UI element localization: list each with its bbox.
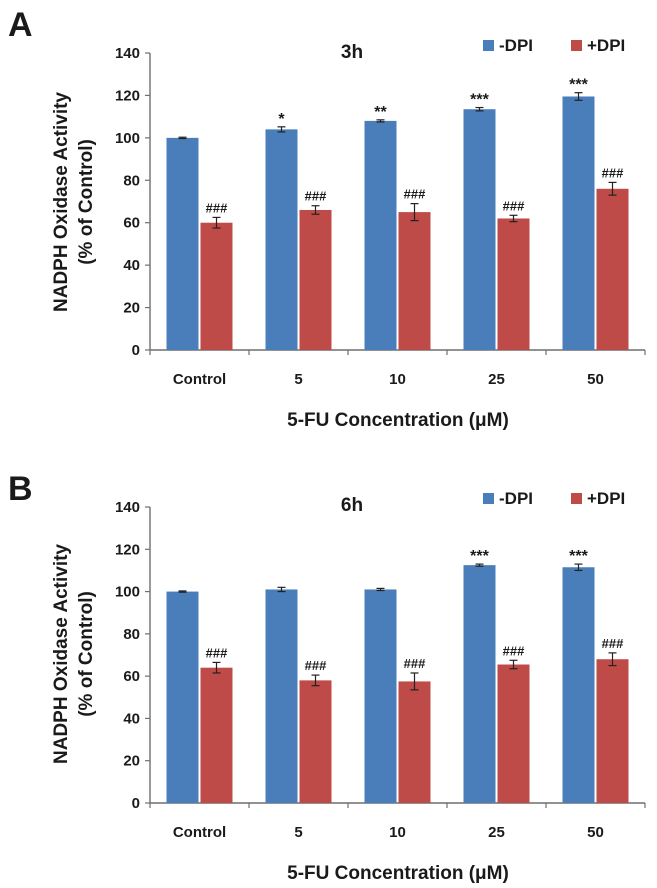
panel-a-significance-minus-dpi: ** (374, 104, 387, 121)
panel-b-bar-plus-dpi (200, 667, 233, 803)
panel-b-plot: 0 20 40 60 80 100 120 140 ### Control ### 5 ### 10 ***… (115, 499, 646, 841)
panel-b-ytick-label: 80 (123, 626, 140, 643)
panel-b-ytick-label: 120 (115, 541, 140, 558)
panel-a-legend-swatch-minus-dpi (483, 40, 494, 51)
panel-a-significance-plus-dpi: ### (206, 200, 228, 215)
panel-b-xtick-label: 5 (294, 824, 302, 841)
panel-b-legend: -DPI +DPI (483, 489, 625, 508)
panel-a-significance-minus-dpi: *** (470, 92, 489, 109)
panel-a-xtick-label: 25 (488, 371, 505, 388)
panel-b-ylabel-line1: NADPH Oxidase Activity (51, 544, 72, 764)
panel-b-bar-minus-dpi (166, 591, 199, 803)
panel-a-ylabel-line1: NADPH Oxidase Activity (51, 92, 72, 312)
panel-b-ytick-label: 60 (123, 668, 140, 685)
panel-b-ylabel-line2: (% of Control) (76, 591, 97, 717)
panel-b-ytick-label: 40 (123, 710, 140, 727)
panel-a-bar-plus-dpi (596, 188, 629, 350)
panel-a-legend: -DPI +DPI (483, 36, 625, 55)
panel-a-ytick-label: 40 (123, 257, 140, 274)
panel-a-significance-minus-dpi: * (278, 111, 285, 128)
panel-a-significance-plus-dpi: ### (305, 189, 327, 204)
panel-a-xtick-label: Control (173, 371, 226, 388)
panel-a-plot: 0 20 40 60 80 100 120 140 ### Control * ### 5 ** ### 10… (115, 45, 646, 388)
panel-b-xlabel: 5-FU Concentration (μM) (287, 863, 509, 884)
panel-a: A 3h -DPI +DPI NADPH Oxidase Activity (%… (8, 6, 646, 431)
panel-a-ytick-label: 20 (123, 300, 140, 317)
panel-a-bar-minus-dpi (265, 129, 298, 350)
panel-a-significance-plus-dpi: ### (602, 165, 624, 180)
panel-b-significance-plus-dpi: ### (503, 643, 525, 658)
panel-b-legend-swatch-minus-dpi (483, 493, 494, 504)
panel-a-bar-minus-dpi (562, 96, 595, 350)
panel-a-xtick-label: 10 (389, 371, 406, 388)
panel-b-xtick-label: 25 (488, 824, 505, 841)
panel-a-bar-plus-dpi (299, 209, 332, 350)
panel-a-xlabel: 5-FU Concentration (μM) (287, 410, 509, 431)
panel-a-ylabel-line2: (% of Control) (76, 139, 97, 265)
panel-a-bar-plus-dpi (200, 222, 233, 350)
panel-b-significance-plus-dpi: ### (206, 645, 228, 660)
panel-a-significance-plus-dpi: ### (404, 187, 426, 202)
panel-b-significance-plus-dpi: ### (602, 636, 624, 651)
panel-a-ytick-label: 60 (123, 215, 140, 232)
panel-a-xtick-label: 50 (587, 371, 604, 388)
panel-b-ytick-label: 100 (115, 584, 140, 601)
panel-b-legend-swatch-plus-dpi (571, 493, 582, 504)
panel-b-ytick-label: 20 (123, 753, 140, 770)
panel-a-letter: A (8, 6, 33, 44)
panel-b-xtick-label: Control (173, 824, 226, 841)
panel-b-title: 6h (341, 495, 363, 516)
panel-a-ytick-label: 140 (115, 45, 140, 62)
panel-b-bar-plus-dpi (596, 659, 629, 803)
panel-b-significance-plus-dpi: ### (305, 658, 327, 673)
panel-b-significance-minus-dpi: *** (569, 548, 588, 565)
panel-b-legend-label-minus-dpi: -DPI (499, 489, 533, 508)
panel-b-bar-minus-dpi (562, 567, 595, 803)
panel-a-ytick-label: 0 (132, 342, 140, 359)
panel-b-bar-minus-dpi (364, 589, 397, 803)
panel-b: B 6h -DPI +DPI NADPH Oxidase Activity (%… (8, 470, 646, 884)
panel-b-bar-plus-dpi (299, 680, 332, 803)
panel-b-bar-plus-dpi (398, 681, 431, 803)
panel-a-bar-plus-dpi (398, 212, 431, 350)
panel-b-xtick-label: 50 (587, 824, 604, 841)
panel-a-legend-swatch-plus-dpi (571, 40, 582, 51)
panel-b-xtick-label: 10 (389, 824, 406, 841)
panel-b-bar-minus-dpi (265, 589, 298, 803)
panel-a-legend-label-minus-dpi: -DPI (499, 36, 533, 55)
panel-a-bar-minus-dpi (463, 109, 496, 350)
panel-a-ytick-label: 80 (123, 172, 140, 189)
panel-b-significance-plus-dpi: ### (404, 656, 426, 671)
panel-b-bar-minus-dpi (463, 565, 496, 803)
panel-a-bar-plus-dpi (497, 218, 530, 350)
panel-b-letter: B (8, 470, 33, 508)
panel-a-ytick-label: 120 (115, 87, 140, 104)
panel-b-legend-label-plus-dpi: +DPI (587, 489, 625, 508)
panel-a-significance-minus-dpi: *** (569, 77, 588, 94)
panel-b-bar-plus-dpi (497, 664, 530, 803)
panel-a-significance-plus-dpi: ### (503, 198, 525, 213)
panel-b-significance-minus-dpi: *** (470, 548, 489, 565)
panel-b-ytick-label: 140 (115, 499, 140, 516)
panel-a-title: 3h (341, 42, 363, 63)
panel-a-bar-minus-dpi (364, 120, 397, 350)
panel-a-ytick-label: 100 (115, 130, 140, 147)
panel-b-ytick-label: 0 (132, 795, 140, 812)
panel-a-xtick-label: 5 (294, 371, 302, 388)
panel-a-bar-minus-dpi (166, 137, 199, 350)
panel-a-legend-label-plus-dpi: +DPI (587, 36, 625, 55)
